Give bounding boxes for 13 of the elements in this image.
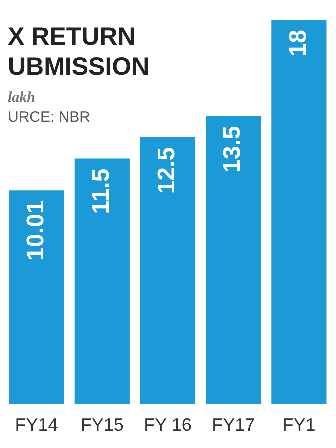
x-tick-label: FY1: [282, 415, 316, 436]
data-label: 11.5: [88, 168, 116, 214]
annotation: lakh: [8, 89, 37, 108]
annotation: URCE: NBR: [8, 108, 91, 128]
data-label: 18: [284, 30, 312, 57]
text: X RETURN UBMISSION: [8, 22, 151, 82]
x-tick-label: FY14: [15, 415, 58, 436]
data-label: 12.5: [154, 147, 181, 194]
x-tick-label: FY 16: [144, 415, 192, 436]
data-label: 10.01: [22, 200, 50, 261]
x-tick-label: FY17: [212, 415, 256, 436]
x-tick-label: FY15: [80, 415, 124, 436]
data-label: 13.5: [219, 126, 246, 173]
